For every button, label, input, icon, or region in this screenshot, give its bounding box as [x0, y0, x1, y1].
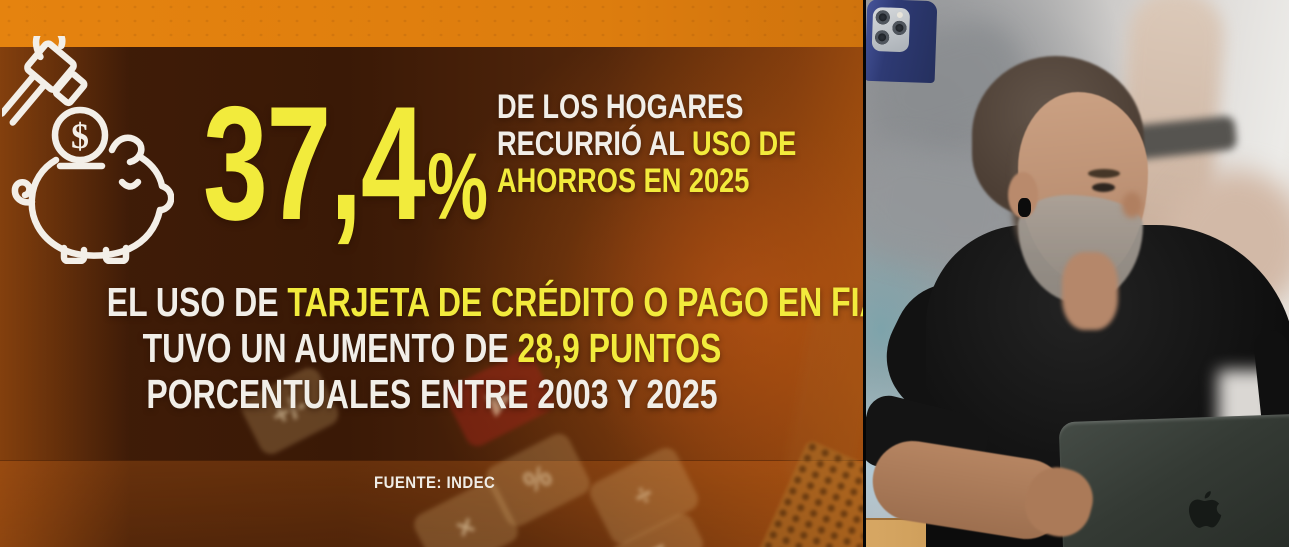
stat-percent-sign: %	[427, 134, 488, 240]
orange-top-bar	[0, 0, 863, 47]
camera-lens-icon	[874, 30, 890, 45]
infographic-background	[0, 0, 863, 547]
stat-value: 37,4	[203, 73, 426, 254]
headline-line-2: RECURRIÓ AL USO DE	[497, 125, 797, 163]
source-credit: FUENTE: INDEC	[374, 473, 496, 492]
presenter-eye	[1092, 183, 1115, 192]
coin-icon: $	[51, 106, 109, 164]
piggy-bank-hammer-icon: $	[0, 24, 175, 265]
presenter-nose-shadow	[1122, 192, 1142, 218]
headline-line-3: AHORROS EN 2025	[497, 162, 750, 200]
iphone-camera-module-icon	[871, 7, 911, 53]
camera-lens-icon	[875, 10, 891, 25]
smartphone	[866, 0, 938, 84]
stat-percentage: 37,4 %	[203, 83, 488, 245]
body-line-3: PORCENTUALES ENTRE 2003 Y 2025	[146, 371, 718, 417]
camera-flash-icon	[896, 11, 904, 19]
headline-line-1: DE LOS HOGARES	[497, 88, 744, 126]
body-line-1: EL USO DE TARJETA DE CRÉDITO O PAGO EN F…	[106, 279, 863, 325]
headline-block: DE LOS HOGARES RECURRIÓ AL USO DE AHORRO…	[497, 89, 863, 200]
presenter-eyebrow	[1088, 169, 1120, 178]
video-feed-panel	[866, 0, 1289, 547]
source-band	[0, 460, 863, 547]
svg-text:$: $	[71, 116, 89, 156]
body-statement: EL USO DE TARJETA DE CRÉDITO O PAGO EN F…	[15, 279, 863, 417]
camera-lens-icon	[892, 20, 907, 36]
infographic-panel: +/- ▶ % ÷ × − $	[0, 0, 863, 547]
piggy-bank-icon	[11, 134, 175, 265]
earpiece-icon	[1018, 198, 1031, 217]
presenter-neck	[1062, 252, 1118, 330]
laptop-lid	[1058, 413, 1289, 547]
apple-logo-icon	[1188, 491, 1222, 528]
body-line-2: TUVO UN AUMENTO DE 28,9 PUNTOS	[142, 325, 722, 371]
